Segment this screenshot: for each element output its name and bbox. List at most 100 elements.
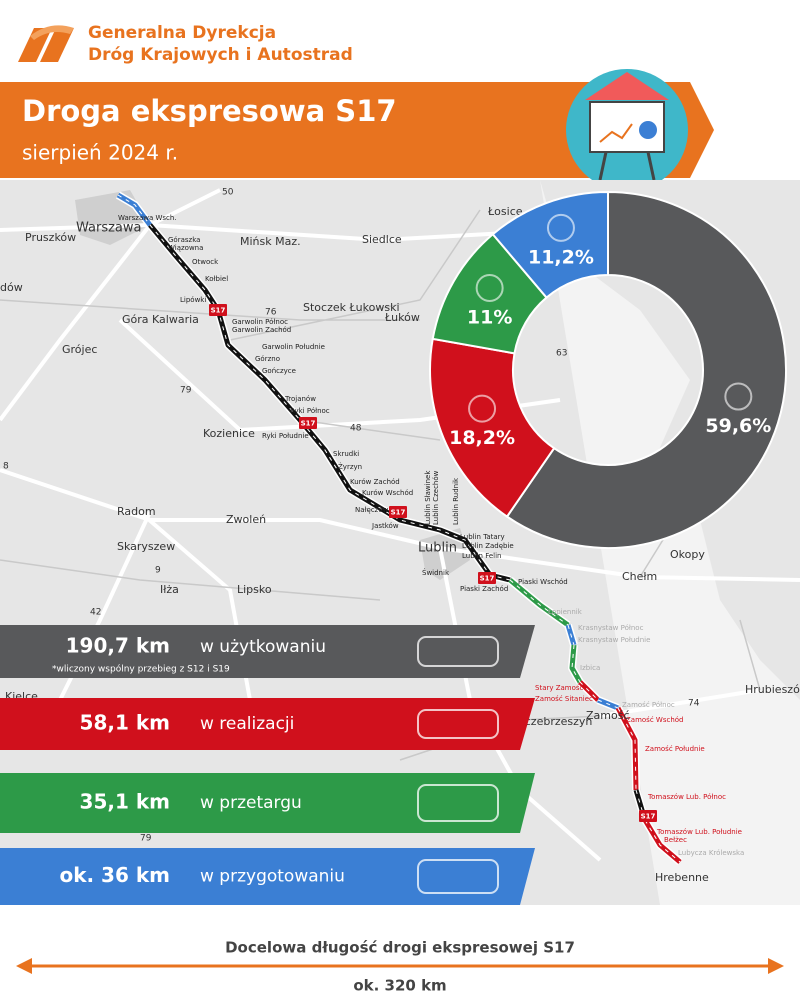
node-label: Lublin Tatary — [460, 533, 505, 541]
footer-caption: Docelowa długość drogi ekspresowej S17 — [225, 939, 575, 957]
road-number: 50 — [222, 188, 234, 198]
place-label: Warszawa — [76, 221, 142, 236]
stat-icon — [417, 859, 499, 894]
node-label: Lubycza Królewska — [678, 849, 744, 857]
place-label: Hrubieszów — [745, 683, 800, 696]
shield-label: S17 — [211, 307, 226, 315]
logo-text: Generalna Dyrekcja — [88, 23, 276, 43]
place-label: Zwoleń — [226, 513, 266, 526]
shield-label: S17 — [301, 420, 316, 428]
node-label: Nałęczów — [355, 506, 389, 514]
route-dash — [509, 579, 569, 626]
node-label: Piaski Zachód — [460, 585, 508, 593]
route-dash — [579, 681, 599, 701]
shield — [209, 304, 227, 316]
node-label: Łopiennik — [547, 608, 583, 616]
stat-bar — [0, 848, 535, 905]
node-label: Lipówki — [180, 296, 206, 304]
node-label: Tomaszów Lub. Północ — [647, 793, 726, 801]
node-label: Jastków — [371, 522, 399, 530]
segment-icon — [475, 273, 504, 302]
node-label: Krasnystaw Północ — [578, 624, 644, 632]
node-label: Warszawa Wsch. — [118, 214, 177, 222]
node-label: Bełżec — [664, 836, 687, 844]
place-label: Stoczek Łukowski — [303, 301, 400, 314]
donut-segment — [429, 337, 556, 518]
stat-amount: 35,1 km — [80, 790, 170, 814]
node-label: Zamość Sitaniec — [535, 695, 593, 703]
place-label: Szczebrzeszyn — [512, 715, 592, 728]
route-dash — [617, 707, 637, 791]
shield-label: S17 — [480, 575, 495, 583]
node-label: Piaski Wschód — [518, 578, 568, 586]
road-number: 79 — [140, 834, 152, 844]
place-label: Chełm — [622, 570, 657, 583]
footer-length: ok. 320 km — [353, 977, 446, 995]
stat-label: w przetargu — [200, 793, 302, 813]
logo — [18, 25, 74, 62]
shield — [478, 572, 496, 584]
node-label: Zamość Południe — [645, 745, 705, 753]
shield-label: S17 — [391, 509, 406, 517]
node-label: Lublin Rudnik — [452, 477, 460, 525]
node-label: Zamość Północ — [622, 701, 675, 709]
node-label: Garwolin Północ — [232, 318, 288, 326]
route-dash — [597, 699, 619, 709]
place-label: Lipsko — [237, 583, 272, 596]
banner — [0, 82, 714, 178]
place-label: Zamość — [586, 709, 630, 722]
node-label: Garwolin Południe — [262, 343, 325, 351]
node-label: Zamość Wschód — [626, 716, 684, 724]
subtitle: sierpień 2024 r. — [22, 141, 178, 165]
node-label: Kurów Wschód — [362, 489, 413, 497]
node-label: Stary Zamość — [535, 684, 584, 692]
stat-amount: 190,7 km — [66, 634, 170, 658]
donut-segment — [491, 190, 609, 299]
node-label: Lublin Zadębie — [462, 542, 514, 550]
title: Droga ekspresowa S17 — [22, 94, 397, 128]
place-label: Okopy — [670, 548, 705, 561]
node-label: Świdnik — [422, 568, 450, 577]
shield — [389, 506, 407, 518]
place-label: Lublin — [418, 541, 457, 556]
road-number: 48 — [350, 424, 362, 434]
stat-amount: 58,1 km — [80, 711, 170, 735]
place-label: Łosice — [487, 205, 523, 218]
stat-amount: ok. 36 km — [59, 863, 170, 887]
route-section — [569, 644, 583, 684]
route-dash — [644, 819, 681, 863]
node-label: Kołbiel — [205, 275, 228, 283]
place-label: Iłża — [160, 583, 179, 596]
place-label: Radom — [117, 505, 156, 518]
stat-bar — [0, 773, 535, 833]
stat-label: w realizacji — [200, 714, 294, 734]
node-label: Górzno — [255, 355, 280, 363]
stat-icon — [417, 636, 499, 667]
place-label: Mińsk Maz. — [240, 235, 301, 248]
stat-icon — [417, 709, 499, 739]
node-label: Krasnystaw Południe — [578, 636, 650, 644]
road-number: 8 — [3, 462, 9, 472]
place-label: Pruszków — [25, 231, 76, 244]
node-label: Góraszka — [168, 236, 200, 244]
stat-bar — [0, 625, 535, 678]
node-label: Ryki Północ — [290, 407, 330, 415]
donut-segment — [505, 190, 787, 549]
place-label: Kozienice — [203, 427, 255, 440]
stats: 190,7 km w użytkowaniu *wliczony wspólny p… — [0, 625, 535, 905]
node-label: Trojanów — [284, 395, 316, 403]
node-label: Ryki Południe — [262, 432, 309, 440]
donut-chart: 59,6% 18,2% 11% 11,2% — [429, 190, 787, 549]
road-number: 74 — [688, 699, 700, 709]
node-label: Lublin Czechów — [432, 470, 440, 525]
stat-bar — [0, 698, 535, 750]
place-label: dów — [0, 281, 23, 294]
place-label: Skaryszew — [117, 540, 175, 553]
route — [115, 191, 683, 866]
stat-note: *wliczony wspólny przebieg z S12 i S19 — [52, 664, 230, 675]
stat-label: w użytkowaniu — [200, 637, 326, 657]
node-label: Lublin Felin — [462, 552, 501, 560]
node-label: Żyrzyn — [338, 462, 362, 471]
node-label: Garwolin Zachód — [232, 326, 291, 334]
length-arrow — [16, 958, 784, 974]
